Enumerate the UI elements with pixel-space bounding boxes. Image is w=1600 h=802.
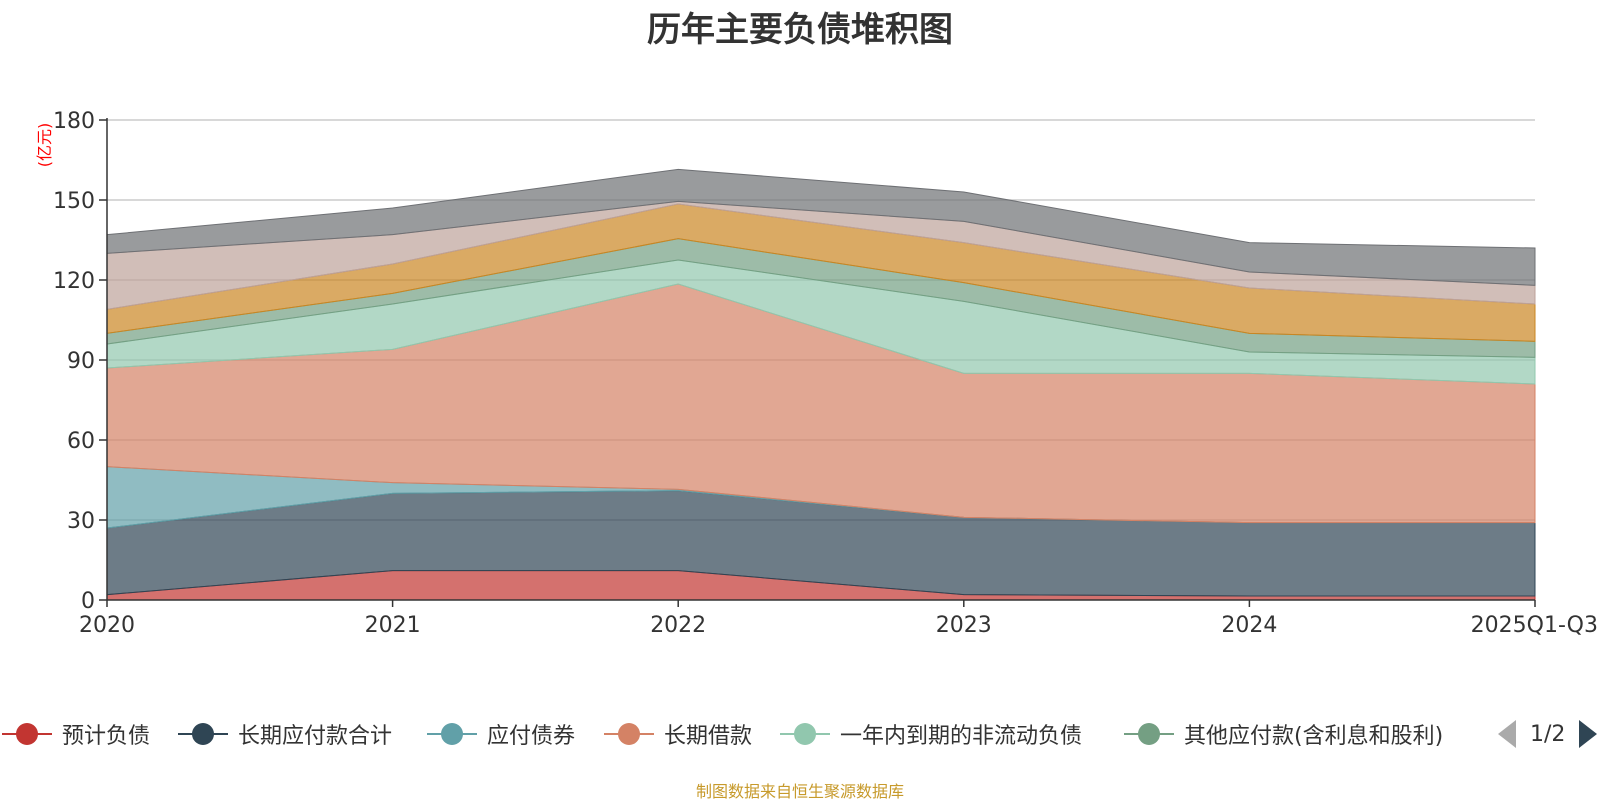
y-tick-label: 120 bbox=[53, 269, 95, 294]
y-tick-label: 60 bbox=[67, 429, 95, 454]
legend-item[interactable]: 应付债券 bbox=[427, 716, 575, 752]
axis-layer: 0 30 60 90 120 150 180 2020 2021 2022 2023 2024 2025… bbox=[53, 109, 1598, 638]
legend-item[interactable]: 其他应付款(含利息和股利) bbox=[1124, 716, 1443, 752]
y-tick-label: 0 bbox=[81, 589, 95, 614]
legend-label: 应付债券 bbox=[487, 724, 576, 749]
y-tick-label: 150 bbox=[53, 189, 95, 214]
legend-marker-icon bbox=[604, 716, 654, 752]
legend-label: 长期借款 bbox=[664, 724, 753, 749]
legend-prev-page-icon[interactable] bbox=[1498, 720, 1516, 748]
legend-marker-icon bbox=[427, 716, 477, 752]
legend-pager: 1/2 bbox=[1498, 716, 1598, 752]
legend-marker-icon bbox=[1124, 716, 1174, 752]
y-axis-label: (亿元) bbox=[35, 123, 54, 168]
x-tick-label: 2020 bbox=[79, 613, 135, 638]
legend-next-page-icon[interactable] bbox=[1579, 720, 1598, 748]
legend-page-indicator: 1/2 bbox=[1530, 721, 1566, 747]
legend-item[interactable]: 长期借款 bbox=[604, 716, 752, 752]
y-tick-label: 180 bbox=[53, 109, 95, 134]
legend-label: 其他应付款(含利息和股利) bbox=[1184, 724, 1444, 749]
y-tick-label: 90 bbox=[67, 349, 95, 374]
chart-plot: 0 30 60 90 120 150 180 2020 2021 2022 2023 2024 2025… bbox=[35, 109, 1598, 638]
x-tick-label: 2022 bbox=[650, 613, 706, 638]
legend-marker-icon bbox=[178, 716, 228, 752]
data-source-note: 制图数据来自恒生聚源数据库 bbox=[695, 782, 904, 801]
legend-item[interactable]: 一年内到期的非流动负债 bbox=[780, 716, 1082, 752]
y-tick-label: 30 bbox=[67, 509, 95, 534]
area-series-9 bbox=[106, 168, 1536, 286]
legend-label: 一年内到期的非流动负债 bbox=[840, 724, 1083, 749]
legend-label: 长期应付款合计 bbox=[238, 724, 393, 749]
x-tick-label: 2025Q1-Q3 bbox=[1471, 613, 1598, 638]
legend: 预计负债 长期应付款合计 应付债券 长期借款 一年内到期的非流动负债 其他应付款(含利息和… bbox=[0, 716, 1600, 756]
legend-marker-icon bbox=[780, 716, 830, 752]
x-tick-label: 2024 bbox=[1221, 613, 1277, 638]
x-tick-label: 2021 bbox=[365, 613, 421, 638]
x-tick-label: 2023 bbox=[936, 613, 992, 638]
chart-title: 历年主要负债堆积图 bbox=[647, 10, 953, 50]
legend-marker-icon bbox=[2, 716, 52, 752]
legend-item[interactable]: 预计负债 bbox=[2, 716, 150, 752]
legend-label: 预计负债 bbox=[62, 724, 151, 749]
area-layer bbox=[106, 168, 1536, 601]
legend-item[interactable]: 长期应付款合计 bbox=[178, 716, 392, 752]
